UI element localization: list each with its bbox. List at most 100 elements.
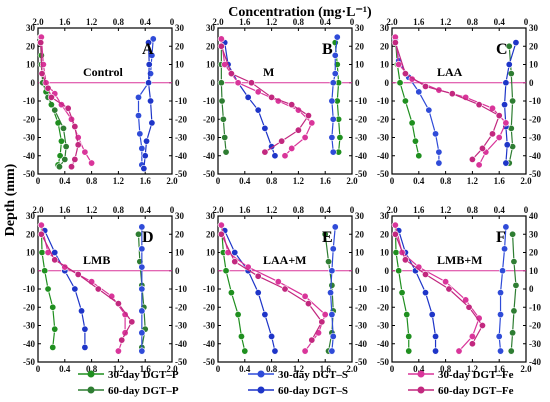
data-point-fe30: [502, 119, 510, 127]
right-tick-label: -50: [529, 169, 541, 179]
right-tick-label: 30: [529, 23, 539, 33]
panel-treatment-label: Control: [83, 65, 123, 79]
bottom-tick-label: 0.8: [266, 176, 278, 186]
bottom-tick-label: 0: [216, 364, 221, 374]
data-point-fe60: [227, 70, 235, 78]
right-tick-label: -30: [175, 133, 187, 143]
data-point-fe60: [68, 163, 76, 171]
top-tick-label: 0.4: [320, 17, 332, 27]
data-point-s60: [502, 159, 510, 167]
series-line-p30: [394, 225, 410, 352]
data-point-s60: [148, 119, 156, 127]
bottom-tick-label: 2.0: [520, 176, 532, 186]
top-tick-label: 1.2: [266, 205, 278, 215]
left-tick-label: -10: [377, 284, 389, 294]
data-point-s30: [328, 347, 336, 355]
bottom-tick-label: 0.4: [59, 176, 71, 186]
bottom-tick-label: 1.6: [494, 364, 506, 374]
legend-label: 60-day DGT–P: [108, 385, 179, 397]
left-tick-label: -50: [23, 169, 35, 179]
top-tick-label: 2.0: [32, 205, 44, 215]
data-point-fe60: [401, 256, 409, 264]
data-point-s30: [149, 35, 157, 43]
left-tick-label: -40: [23, 151, 35, 161]
data-point-s60: [271, 347, 279, 355]
data-point-p60: [510, 307, 518, 315]
right-tick-label: 30: [355, 23, 365, 33]
data-point-s60: [432, 347, 440, 355]
data-point-fe30: [274, 278, 282, 286]
legend-label: 30-day DGT–P: [108, 369, 179, 381]
left-tick-label: 20: [26, 229, 36, 239]
data-point-s30: [499, 267, 507, 275]
data-point-fe60: [74, 270, 82, 278]
data-point-fe60: [248, 79, 256, 87]
data-point-fe60: [308, 336, 316, 344]
data-point-fe60: [288, 101, 296, 109]
left-tick-label: 0: [31, 266, 36, 276]
left-tick-label: 30: [380, 211, 390, 221]
left-tick-label: -10: [23, 284, 35, 294]
left-tick-label: -20: [203, 114, 215, 124]
right-tick-label: -20: [175, 114, 187, 124]
top-tick-label: 0: [350, 17, 355, 27]
data-point-p60: [509, 97, 517, 105]
right-tick-label: -20: [355, 114, 367, 124]
left-tick-label: -40: [203, 151, 215, 161]
data-point-s60: [505, 60, 513, 68]
data-point-fe60: [465, 303, 473, 311]
left-tick-label: 30: [380, 23, 390, 33]
data-point-fe60: [401, 70, 409, 78]
data-point-p60: [510, 258, 518, 266]
data-point-p60: [507, 347, 515, 355]
bottom-tick-label: 0.8: [86, 176, 98, 186]
data-point-fe60: [391, 230, 399, 238]
left-tick-label: -30: [203, 321, 215, 331]
panel-c: 0 0.4 0.8 1.2 1.6 2.02.0 1.6 1.2 0.8 0.4 03020100-…: [377, 17, 541, 186]
left-tick-label: -50: [203, 357, 215, 367]
data-point-fe60: [421, 270, 429, 278]
left-tick-label: -20: [23, 114, 35, 124]
data-point-fe60: [44, 84, 52, 92]
top-tick-label: 1.2: [86, 17, 98, 27]
data-point-s60: [145, 79, 153, 87]
right-tick-label: 20: [355, 41, 365, 51]
data-point-fe60: [231, 258, 239, 266]
legend-marker: [257, 386, 265, 394]
bottom-tick-label: 0.8: [440, 364, 452, 374]
data-point-s30: [497, 289, 505, 297]
bottom-tick-label: 0.8: [86, 364, 98, 374]
data-point-s30: [138, 245, 146, 253]
data-point-s30: [135, 93, 143, 101]
data-point-fe60: [268, 93, 276, 101]
data-point-fe60: [445, 285, 453, 293]
data-point-fe30: [254, 88, 262, 96]
left-axis-title: Depth (mm): [3, 163, 18, 236]
data-point-p30: [395, 267, 403, 275]
data-point-p60: [62, 143, 70, 151]
panel-treatment-label: M: [263, 65, 274, 79]
top-tick-label: 0.4: [140, 17, 152, 27]
right-tick-label: 30: [175, 211, 185, 221]
right-tick-label: 0: [355, 78, 360, 88]
data-point-s30: [138, 144, 146, 152]
data-point-fe30: [301, 347, 309, 355]
left-tick-label: -50: [203, 169, 215, 179]
left-tick-label: 30: [26, 211, 36, 221]
panel-treatment-label: LAA: [437, 65, 463, 79]
bottom-tick-label: 1.2: [293, 364, 305, 374]
left-tick-label: 20: [26, 41, 36, 51]
top-tick-label: 0.8: [113, 205, 125, 215]
data-point-s30: [138, 223, 146, 231]
bottom-tick-label: 0.8: [266, 364, 278, 374]
left-tick-label: 10: [26, 60, 36, 70]
data-point-fe30: [391, 221, 399, 229]
top-tick-label: 1.6: [239, 205, 251, 215]
bottom-tick-label: 1.2: [467, 364, 479, 374]
right-tick-label: -40: [355, 339, 367, 349]
data-point-fe30: [321, 311, 329, 319]
data-point-s60: [81, 325, 89, 333]
data-point-p30: [396, 79, 404, 87]
series-line-fe60: [394, 42, 500, 160]
data-point-fe30: [301, 134, 309, 142]
